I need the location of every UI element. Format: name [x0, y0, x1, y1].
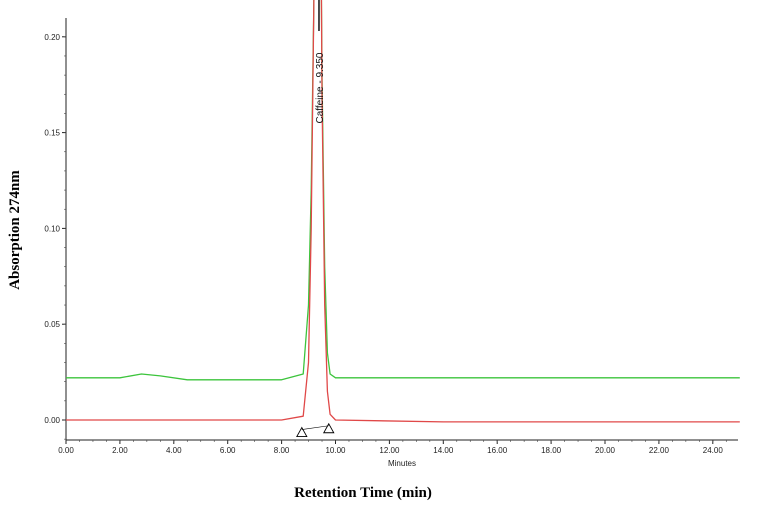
x-tick-label: 18.00: [541, 446, 562, 455]
integration-baseline: [301, 425, 329, 430]
series-layer: [66, 0, 740, 423]
x-tick-label: 14.00: [433, 446, 454, 455]
x-tick-label: 24.00: [703, 446, 724, 455]
series-line-1: [66, 0, 740, 381]
x-tick-label: 20.00: [595, 446, 616, 455]
x-tick-label: 6.00: [220, 446, 236, 455]
x-tick-label: 12.00: [379, 446, 400, 455]
x-unit-label: Minutes: [388, 459, 416, 468]
y-tick-label: 0.00: [44, 416, 60, 425]
series-line-2: [66, 0, 740, 423]
y-ticks: 0.000.050.100.150.200.250.300.350.40: [44, 33, 66, 440]
x-tick-label: 0.00: [58, 446, 74, 455]
x-tick-label: 2.00: [112, 446, 128, 455]
x-tick-label: 16.00: [487, 446, 508, 455]
x-tick-label: 22.00: [649, 446, 670, 455]
y-tick-label: 0.15: [44, 129, 60, 138]
y-tick-label: 0.05: [44, 320, 60, 329]
x-ticks: 0.00 2.00 4.00 6.00 8.00 10.00 12.00 14.00 16.00…: [58, 440, 727, 455]
x-tick-label: 4.00: [166, 446, 182, 455]
y-axis-label: Absorption 274nm: [7, 170, 23, 290]
y-tick-label: 0.10: [44, 224, 60, 233]
x-tick-label: 8.00: [274, 446, 290, 455]
integration-markers: [296, 422, 335, 438]
x-axis-label: Retention Time (min): [294, 485, 432, 501]
integration-marker: [322, 422, 335, 434]
y-tick-label: 0.20: [44, 33, 60, 42]
peak-label: Caffeine - 9.350: [315, 52, 326, 123]
integration-marker: [296, 426, 308, 438]
x-tick-label: 10.00: [325, 446, 346, 455]
axes: [65, 18, 738, 441]
annotations: Caffeine - 9.350: [315, 0, 326, 123]
